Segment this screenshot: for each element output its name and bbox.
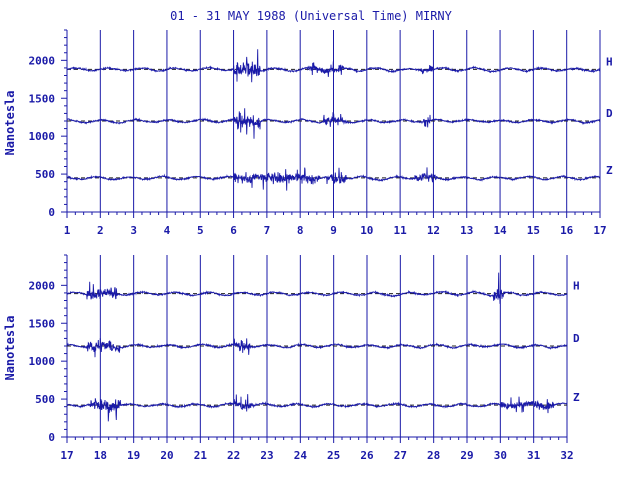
x-tick-label: 17 — [593, 224, 606, 237]
x-tick-label: 19 — [127, 449, 140, 462]
x-tick-label: 3 — [130, 224, 137, 237]
trace-Z — [66, 394, 568, 422]
y-tick-label: 0 — [48, 206, 55, 219]
y-tick-label: 1000 — [29, 355, 56, 368]
y-axis-label: Nanotesla — [3, 90, 17, 155]
x-tick-label: 20 — [160, 449, 173, 462]
x-tick-label: 10 — [360, 224, 373, 237]
series-label-D: D — [606, 107, 613, 120]
x-tick-label: 18 — [94, 449, 107, 462]
series-label-D: D — [573, 332, 580, 345]
trace-Z — [66, 167, 601, 191]
y-tick-label: 1500 — [29, 92, 56, 105]
x-tick-label: 28 — [427, 449, 440, 462]
x-tick-label: 31 — [527, 449, 541, 462]
x-tick-label: 26 — [360, 449, 374, 462]
trace-D — [66, 338, 568, 358]
x-tick-label: 4 — [164, 224, 171, 237]
panel-bottom: 0 500 1000 1500 2000 17 18 19 20 21 22 23 24 25 26 27 28… — [3, 254, 580, 462]
trace-H — [66, 272, 568, 304]
series-label-H: H — [606, 55, 613, 68]
x-tick-label: 27 — [394, 449, 407, 462]
x-tick-label: 9 — [330, 224, 337, 237]
x-tick-label: 22 — [227, 449, 240, 462]
x-tick-label: 5 — [197, 224, 204, 237]
series-label-Z: Z — [573, 391, 580, 404]
y-tick-label: 1500 — [29, 317, 56, 330]
y-tick-label: 2000 — [29, 279, 56, 292]
x-tick-label: 17 — [60, 449, 73, 462]
chart-title: 01 - 31 MAY 1988 (Universal Time) MIRNY — [170, 9, 453, 23]
x-tick-label: 25 — [327, 449, 340, 462]
series-label-H: H — [573, 280, 580, 293]
y-tick-label: 1000 — [29, 130, 56, 143]
series-label-Z: Z — [606, 164, 613, 177]
x-tick-label: 15 — [527, 224, 540, 237]
x-tick-label: 12 — [427, 224, 440, 237]
y-axis-label: Nanotesla — [3, 315, 17, 380]
x-tick-label: 2 — [97, 224, 104, 237]
y-tick-label: 500 — [35, 168, 55, 181]
x-tick-label: 11 — [394, 224, 408, 237]
x-tick-label: 24 — [294, 449, 308, 462]
trace-H — [66, 49, 601, 83]
x-tick-label: 1 — [64, 224, 71, 237]
x-tick-label: 30 — [494, 449, 507, 462]
x-tick-label: 8 — [297, 224, 304, 237]
x-tick-label: 13 — [460, 224, 473, 237]
y-tick-label: 0 — [48, 431, 55, 444]
x-tick-label: 29 — [460, 449, 473, 462]
y-tick-label: 500 — [35, 393, 55, 406]
x-tick-label: 14 — [493, 224, 507, 237]
x-tick-label: 16 — [560, 224, 574, 237]
x-tick-label: 21 — [194, 449, 208, 462]
y-tick-label: 2000 — [29, 54, 56, 67]
x-tick-label: 6 — [230, 224, 237, 237]
trace-D — [66, 108, 601, 139]
x-tick-label: 23 — [260, 449, 273, 462]
x-tick-label: 7 — [264, 224, 271, 237]
x-tick-label: 32 — [560, 449, 573, 462]
